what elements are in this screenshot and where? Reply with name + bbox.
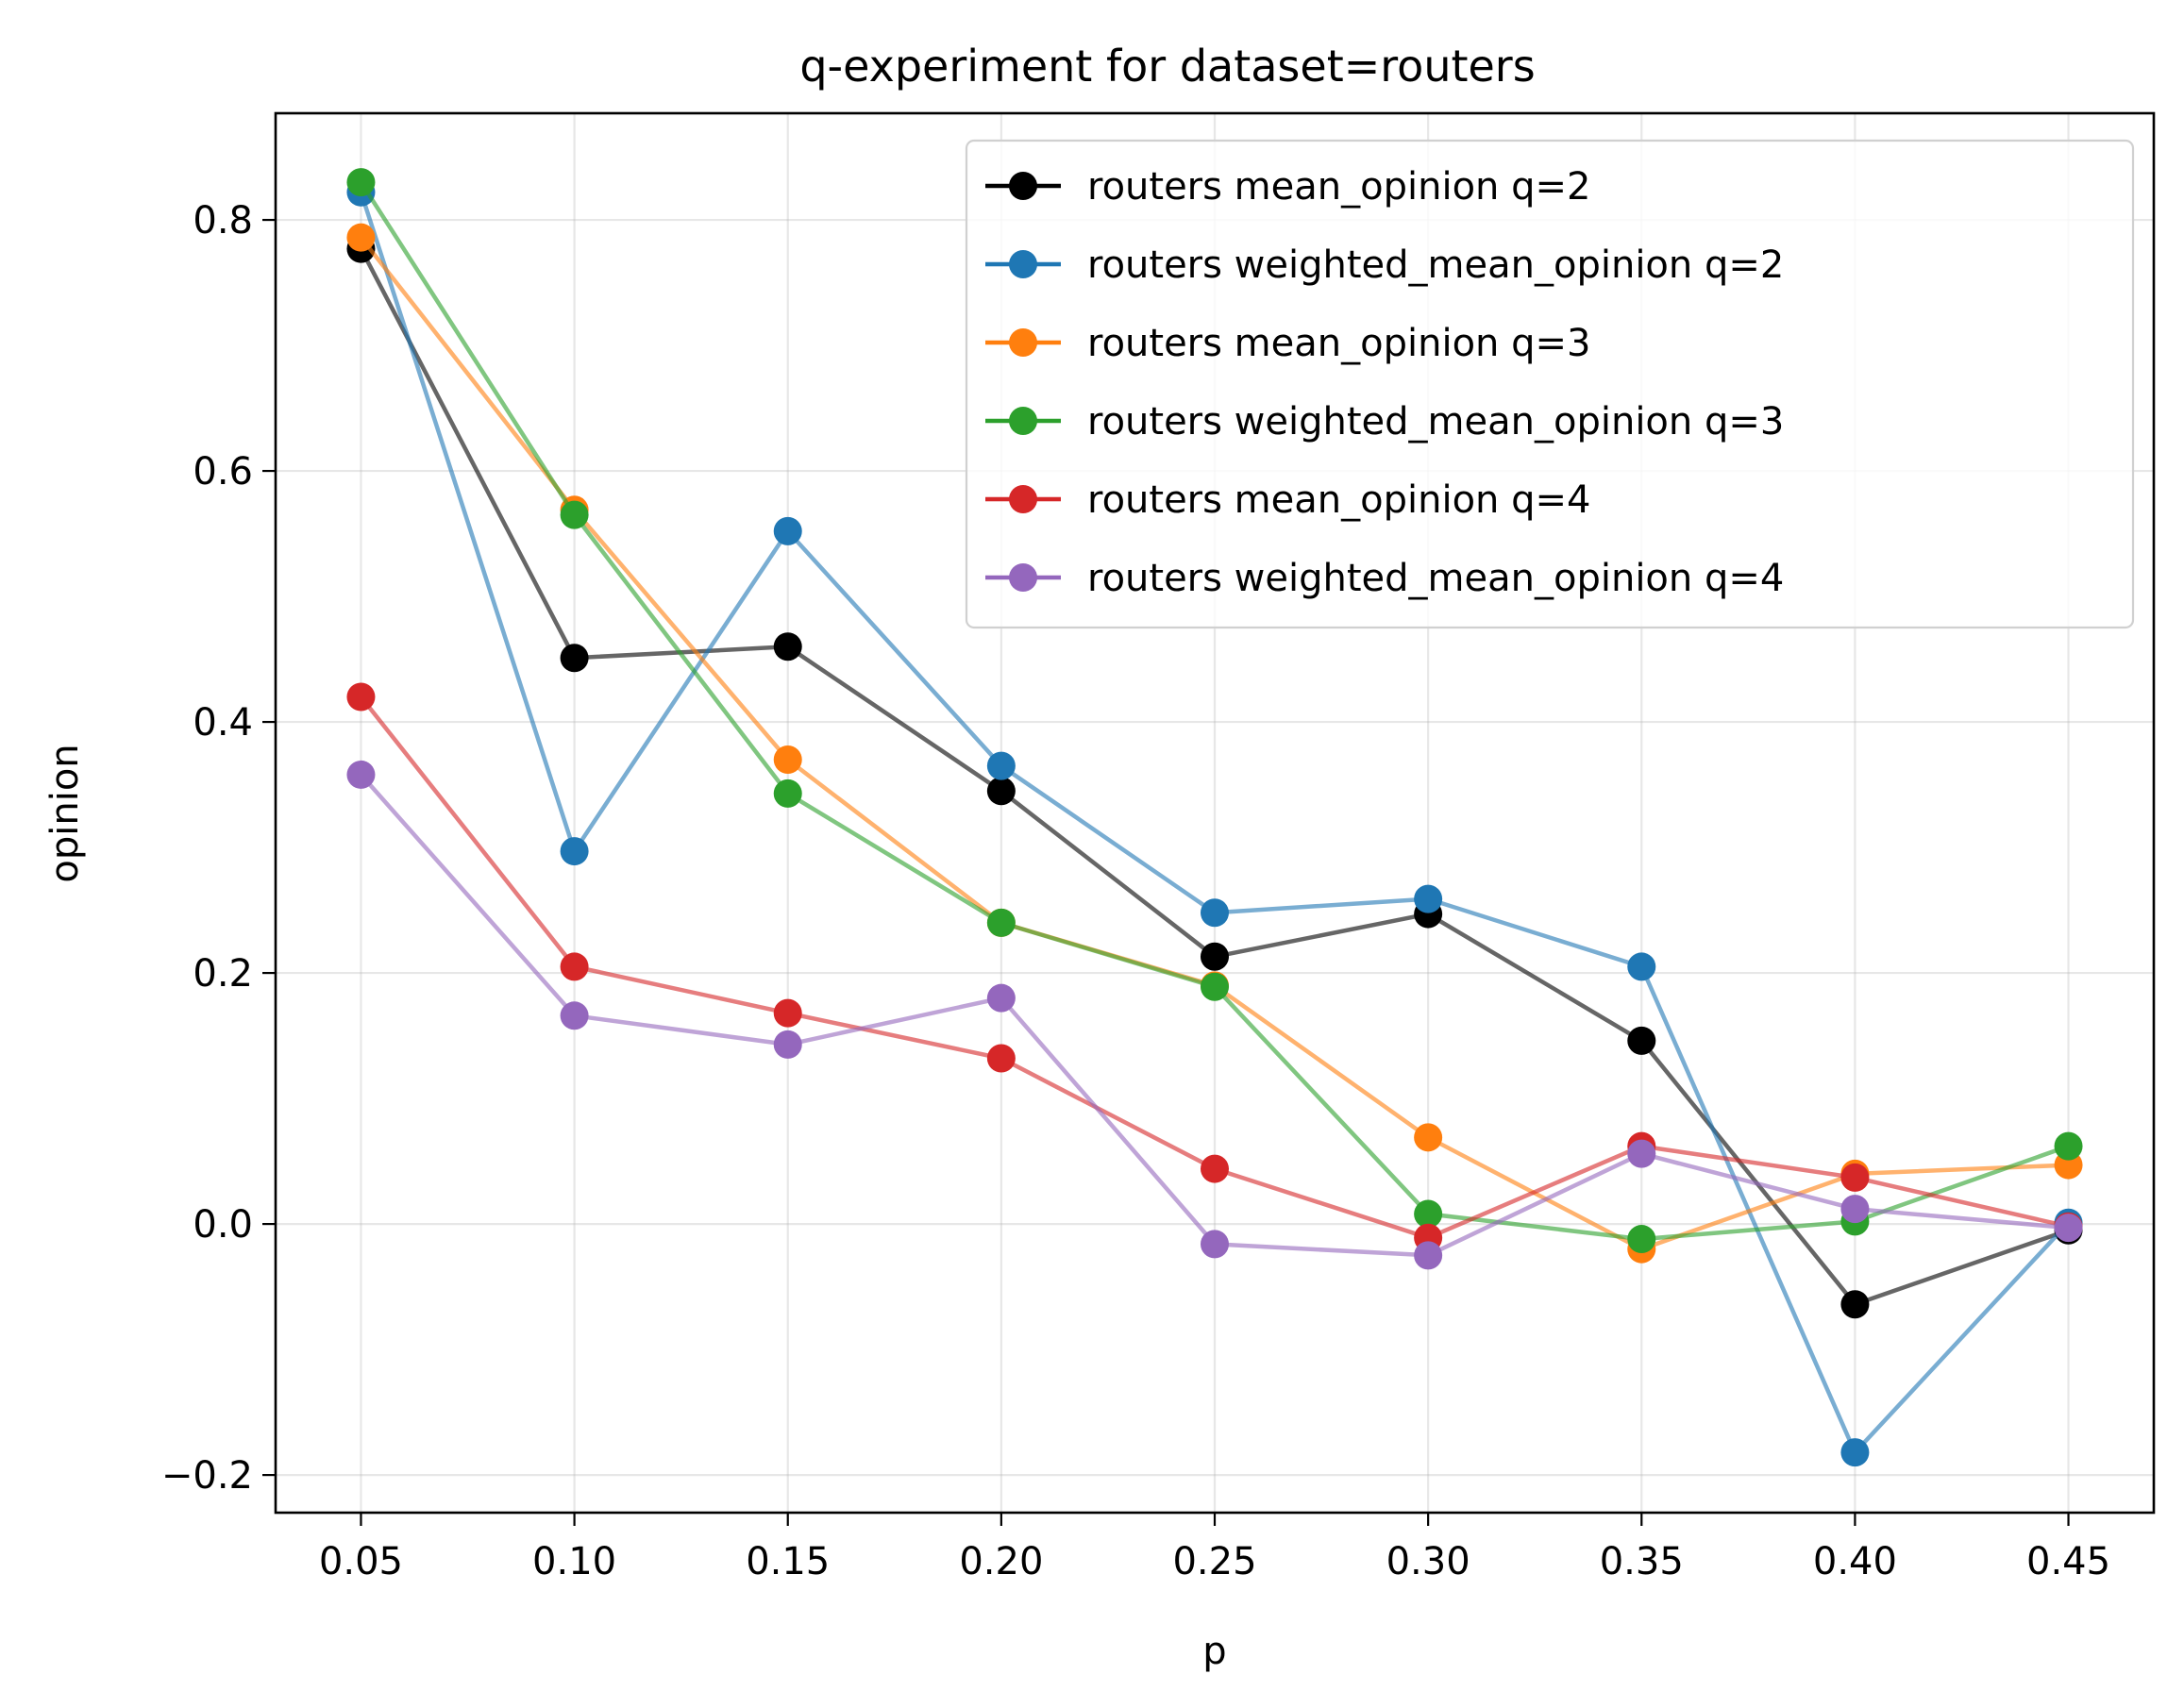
x-tick-label: 0.35 <box>1600 1540 1684 1583</box>
data-point <box>986 983 1016 1013</box>
legend-swatch-marker <box>1009 563 1037 592</box>
data-point <box>1840 1438 1870 1467</box>
data-point <box>773 779 802 808</box>
y-tick-label: 0.6 <box>193 450 253 494</box>
data-point <box>1627 1026 1656 1055</box>
legend-item: routers weighted_mean_opinion q=3 <box>985 400 1784 444</box>
legend-label: routers weighted_mean_opinion q=2 <box>1087 243 1784 287</box>
legend-swatch-marker <box>1009 250 1037 278</box>
series-4 <box>346 168 2083 1254</box>
data-point <box>1414 1241 1443 1270</box>
x-tick-label: 0.30 <box>1386 1540 1470 1583</box>
data-point <box>1201 972 1229 1001</box>
legend-swatch-marker <box>1009 172 1037 200</box>
data-point <box>1627 1139 1656 1168</box>
y-axis-label: opinion <box>43 744 87 882</box>
data-point <box>773 632 802 661</box>
data-point <box>1840 1163 1870 1192</box>
x-axis: 0.05 0.10 0.15 0.20 0.25 0.30 0.35 0.40 0.45 <box>319 1513 2110 1583</box>
legend-item: routers mean_opinion q=3 <box>985 322 1590 365</box>
data-point <box>1414 884 1443 913</box>
legend-item: routers weighted_mean_opinion q=4 <box>985 557 1784 600</box>
data-point <box>2054 1131 2083 1161</box>
series-layer <box>346 168 2083 1467</box>
data-point <box>346 682 376 712</box>
legend-label: routers weighted_mean_opinion q=3 <box>1087 400 1784 444</box>
legend-item: routers mean_opinion q=2 <box>985 165 1590 209</box>
x-tick-label: 0.25 <box>1172 1540 1256 1583</box>
legend-label: routers mean_opinion q=2 <box>1087 165 1590 209</box>
data-point <box>986 777 1016 806</box>
data-point <box>560 837 589 866</box>
data-point <box>1414 1123 1443 1152</box>
y-tick-label: 0.0 <box>193 1203 253 1247</box>
legend-item: routers weighted_mean_opinion q=2 <box>985 243 1784 287</box>
data-point <box>1201 1154 1229 1183</box>
data-point <box>560 952 589 981</box>
y-axis: −0.2 0.0 0.2 0.4 0.6 0.8 <box>161 199 276 1498</box>
y-tick-label: −0.2 <box>161 1454 253 1498</box>
data-point <box>773 998 802 1028</box>
data-point <box>1627 952 1656 981</box>
legend-swatch-marker <box>1009 328 1037 357</box>
data-point <box>560 644 589 673</box>
x-tick-label: 0.40 <box>1813 1540 1897 1583</box>
data-point <box>1201 1230 1229 1259</box>
chart-title: q-experiment for dataset=routers <box>799 41 1535 92</box>
data-point <box>1627 1225 1656 1254</box>
series-6 <box>346 760 2083 1270</box>
data-point <box>1201 898 1229 928</box>
data-point <box>773 745 802 774</box>
y-tick-label: 0.8 <box>193 199 253 243</box>
legend: routers mean_opinion q=2 routers weighted… <box>965 139 2135 629</box>
x-tick-label: 0.20 <box>959 1540 1043 1583</box>
data-point <box>346 168 376 197</box>
y-tick-label: 0.4 <box>193 701 253 745</box>
legend-label: routers mean_opinion q=3 <box>1087 322 1590 365</box>
data-point <box>986 908 1016 937</box>
data-point <box>1201 942 1229 971</box>
x-tick-label: 0.15 <box>746 1540 830 1583</box>
data-point <box>1840 1195 1870 1224</box>
data-point <box>986 751 1016 780</box>
data-point <box>773 516 802 545</box>
x-axis-label: p <box>1202 1630 1226 1673</box>
data-point <box>773 1030 802 1059</box>
data-point <box>1840 1290 1870 1319</box>
legend-swatch-marker <box>1009 485 1037 513</box>
x-tick-label: 0.10 <box>532 1540 616 1583</box>
legend-label: routers mean_opinion q=4 <box>1087 478 1590 522</box>
legend-swatch-marker <box>1009 407 1037 435</box>
data-point <box>346 223 376 252</box>
data-point <box>560 1001 589 1030</box>
x-tick-label: 0.45 <box>2026 1540 2110 1583</box>
data-point <box>560 500 589 529</box>
legend-item: routers mean_opinion q=4 <box>985 478 1590 522</box>
x-tick-label: 0.05 <box>319 1540 403 1583</box>
data-point <box>1414 1199 1443 1229</box>
legend-label: routers weighted_mean_opinion q=4 <box>1087 557 1784 600</box>
legend-box <box>965 139 2135 629</box>
y-tick-label: 0.2 <box>193 952 253 996</box>
data-point <box>986 1044 1016 1073</box>
data-point <box>2054 1214 2083 1243</box>
data-point <box>346 760 376 789</box>
